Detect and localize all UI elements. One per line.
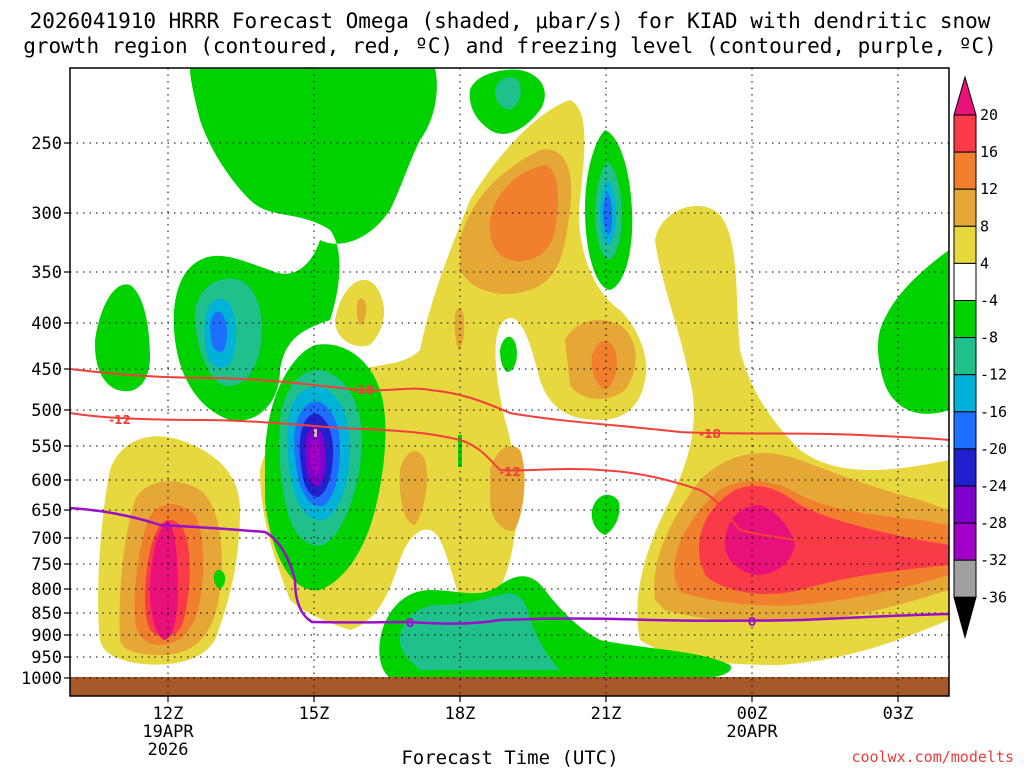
y-tick-label: 400 [31, 314, 62, 334]
y-tick-label: 850 [31, 604, 62, 624]
shade-green-sliver [458, 435, 462, 467]
y-tick-label: 1000 [21, 669, 62, 689]
colorbar-top-arrow [953, 75, 977, 116]
contour-label-purple-left: 0 [406, 616, 414, 630]
y-axis: 2503003504004505005506006507007508008509… [21, 134, 70, 689]
colorbar-swatch [953, 411, 977, 450]
colorbar-swatch [953, 225, 977, 264]
y-tick-label: 700 [31, 529, 62, 549]
colorbar-swatch [953, 374, 977, 413]
x-axis-label: Forecast Time (UTC) [401, 747, 618, 768]
credit-text: coolwx.com/modelts [851, 748, 1014, 766]
shade-orange2-upper [489, 165, 558, 262]
x-tick-label: 00Z [737, 704, 768, 724]
shade-orange2-mid [591, 340, 617, 390]
colorbar-label: 8 [980, 217, 989, 235]
y-tick-label: 950 [31, 648, 62, 668]
shade-green-small3 [213, 569, 226, 589]
x-tick-label: 15Z [299, 704, 330, 724]
plot-frame [69, 67, 950, 697]
y-tick-label: 800 [31, 580, 62, 600]
chart-title-line1: 2026041910 HRRR Forecast Omega (shaded, … [30, 9, 991, 33]
shade-teal-low [399, 593, 560, 670]
colorbar-label: 4 [980, 254, 989, 272]
ground-surface [70, 677, 949, 696]
y-tick-label: 250 [31, 134, 62, 154]
chart-grid [70, 68, 949, 696]
y-tick-label: 600 [31, 471, 62, 491]
x-tick-label: 18Z [445, 704, 476, 724]
colorbar: 20 16 12 8 4 -4 -8 -12 -16 -20 -24 -28 -32 -36 [953, 75, 1007, 640]
shade-magenta-west [150, 520, 178, 640]
shade-orange-col [490, 446, 525, 531]
colorbar-swatch [953, 114, 977, 153]
x-tick-label: 03Z [883, 704, 914, 724]
y-tick-label: 300 [31, 204, 62, 224]
y-tick-label: 650 [31, 501, 62, 521]
contour-label-red-upper: -18 [352, 383, 374, 397]
colorbar-label: -32 [980, 551, 1007, 569]
colorbar-label: -36 [980, 588, 1007, 606]
colorbar-swatch [953, 188, 977, 227]
shade-orange-col2 [399, 451, 427, 525]
contour-purple-freezing [69, 506, 950, 625]
colorbar-label: -24 [980, 477, 1007, 495]
colorbar-swatch [953, 559, 977, 598]
shade-green-small2 [591, 494, 620, 535]
shade-gray-core [314, 429, 317, 437]
colorbar-swatch [953, 151, 977, 190]
colorbar-swatch [953, 262, 977, 301]
omega-shading [70, 68, 949, 696]
colorbar-label: -12 [980, 366, 1007, 384]
contour-red-minus12-upper [69, 412, 950, 549]
chart-title-line2: growth region (contoured, red, ºC) and f… [23, 34, 997, 58]
contours: -18 -12 -18 -12 0 0 [69, 368, 950, 630]
contour-label-red-mid: -12 [499, 465, 521, 479]
x-tick-year: 2026 [148, 740, 189, 760]
contour-label-purple-right: 0 [748, 615, 756, 629]
colorbar-label: 12 [980, 180, 998, 198]
colorbar-bottom-arrow [953, 596, 977, 640]
shade-green-small1 [500, 336, 517, 372]
x-tick-label: 21Z [591, 704, 622, 724]
colorbar-label: -4 [980, 292, 998, 310]
contour-label-red-right: -18 [699, 427, 721, 441]
y-tick-label: 550 [31, 437, 62, 457]
shade-purple2-core [310, 438, 321, 475]
colorbar-swatch [953, 300, 977, 339]
x-tick-date: 20APR [726, 722, 778, 742]
colorbar-label: -8 [980, 329, 998, 347]
shade-orange-spot2 [454, 307, 465, 350]
y-tick-label: 750 [31, 555, 62, 575]
colorbar-label: 16 [980, 143, 998, 161]
y-tick-label: 900 [31, 626, 62, 646]
shade-green-east [877, 250, 949, 414]
shade-teal-top [494, 77, 521, 110]
shade-magenta-east [725, 505, 795, 575]
shade-green-west [94, 284, 150, 392]
colorbar-swatch [953, 522, 977, 561]
colorbar-label: -16 [980, 403, 1007, 421]
contour-red-minus18-upper [69, 368, 950, 441]
shade-blue2-21z [603, 193, 612, 235]
colorbar-label: -20 [980, 440, 1007, 458]
x-tick-date: 19APR [142, 722, 194, 742]
x-tick-label: 12Z [153, 704, 184, 724]
y-tick-label: 500 [31, 401, 62, 421]
y-tick-label: 450 [31, 360, 62, 380]
colorbar-label: 20 [980, 106, 998, 124]
shade-blue2-upper [210, 311, 227, 352]
colorbar-swatch [953, 485, 977, 524]
shade-orange-spot1 [356, 298, 367, 325]
contour-label-red-left: -12 [109, 413, 131, 427]
colorbar-swatch [953, 337, 977, 376]
colorbar-swatch [953, 448, 977, 487]
colorbar-label: -28 [980, 514, 1007, 532]
y-tick-label: 350 [31, 263, 62, 283]
